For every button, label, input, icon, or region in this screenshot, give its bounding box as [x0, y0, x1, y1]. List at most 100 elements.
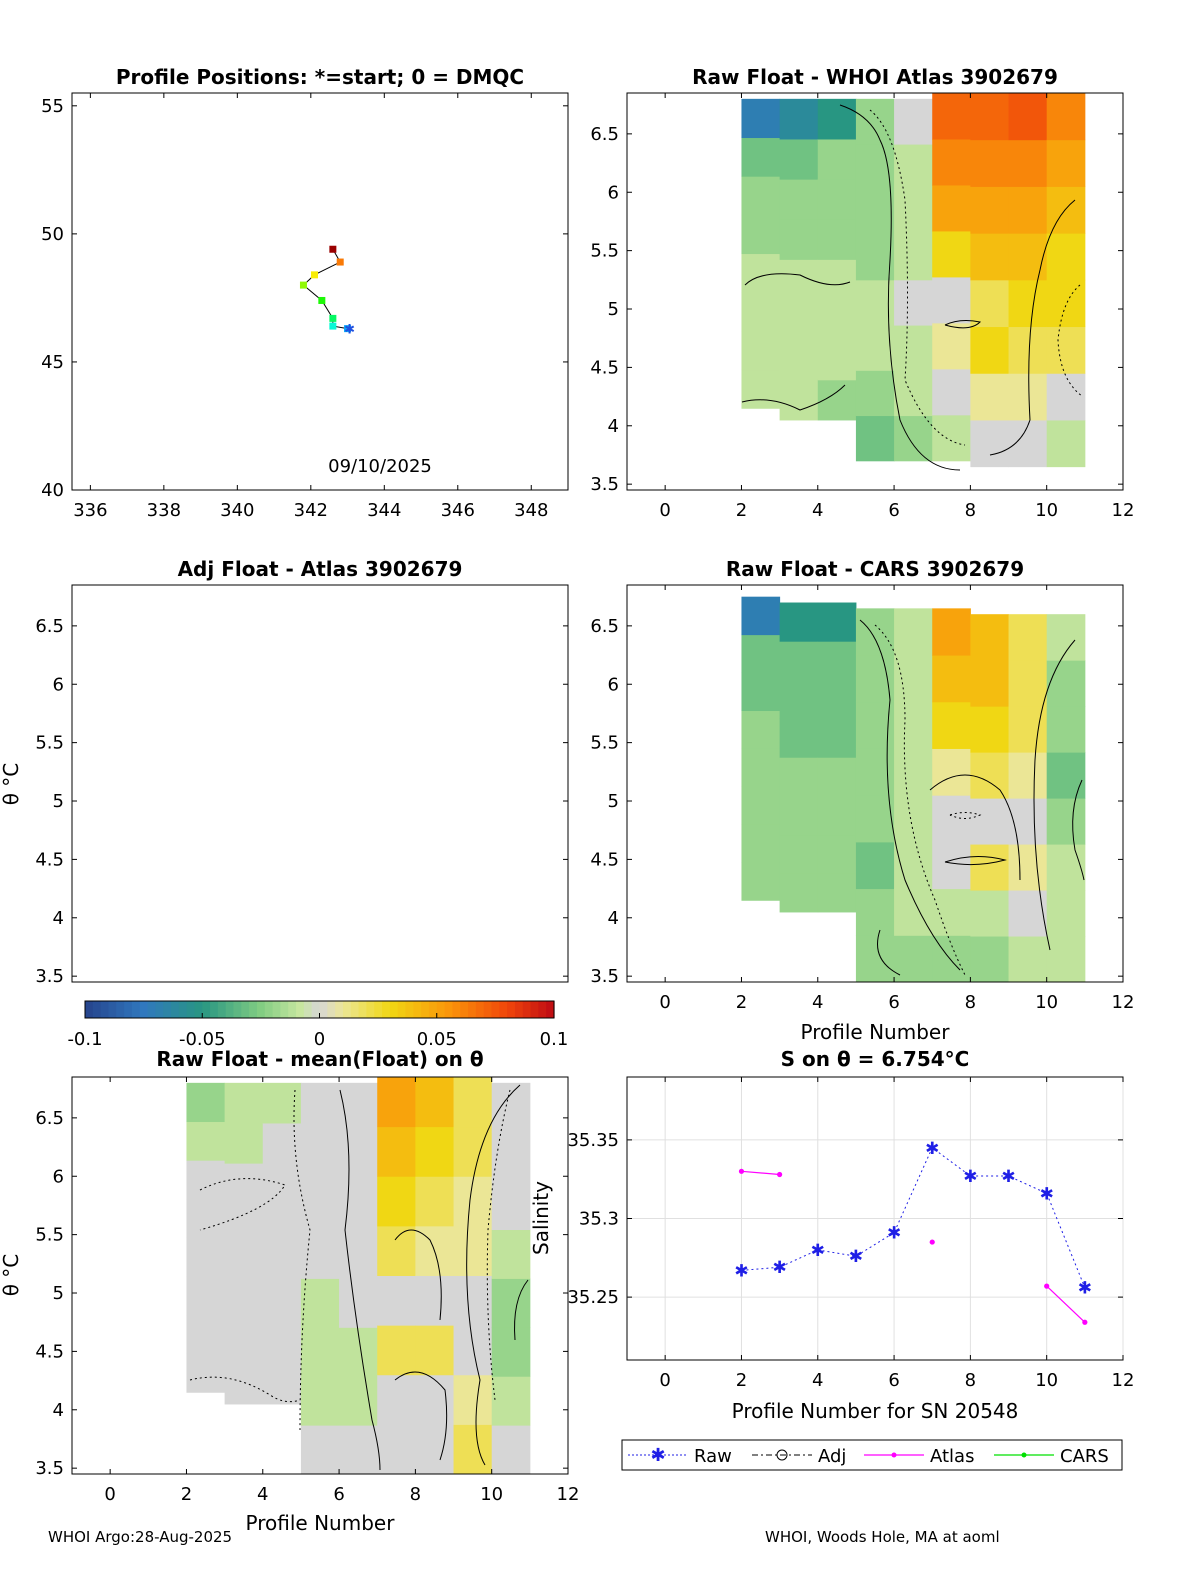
raw-atlas-cell [779, 259, 819, 301]
colorbar-tick-label: 0.05 [417, 1029, 457, 1050]
raw-atlas-cell [817, 219, 857, 260]
raw-atlas-ytick-label: 5 [608, 299, 619, 320]
raw-cars-cell [855, 655, 895, 703]
raw-mean-cell [300, 1376, 340, 1426]
raw-atlas-cell [741, 292, 781, 332]
raw-cars-cell [1046, 706, 1086, 753]
positions-xtick-label: 344 [367, 500, 401, 521]
colorbar-cell [358, 1001, 367, 1018]
raw-cars-xtick-label: 2 [736, 992, 747, 1013]
raw-atlas-cell [894, 325, 933, 371]
positions-xtick-label: 340 [220, 500, 254, 521]
raw-atlas-cell [932, 368, 971, 416]
raw-cars-cell [817, 873, 857, 913]
raw-cars-cell [1008, 798, 1048, 845]
raw-mean-cell [262, 1122, 302, 1164]
colorbar-cell [100, 1001, 110, 1018]
colorbar-cell [421, 1001, 430, 1018]
raw-atlas-cell [1008, 93, 1048, 141]
raw-atlas-xtick-label: 8 [965, 500, 976, 521]
raw-mean-cell [491, 1180, 531, 1231]
colorbar-cell [178, 1001, 188, 1018]
raw-cars-cell [779, 873, 819, 913]
raw-atlas-cell [932, 184, 971, 232]
raw-atlas-cell [779, 138, 819, 180]
salinity-ytick-label: 35.25 [567, 1287, 619, 1308]
raw-cars-xtick-label: 4 [812, 992, 823, 1013]
raw-atlas-cell [855, 370, 895, 417]
raw-atlas-cell [779, 179, 819, 220]
raw-cars-cell [855, 608, 895, 656]
colorbar-cell [131, 1001, 141, 1018]
positions-xtick-label: 348 [514, 500, 548, 521]
raw-cars-cell [741, 862, 781, 901]
raw-cars-cell [779, 602, 819, 642]
colorbar-cell [514, 1001, 524, 1018]
track-point [344, 325, 352, 333]
raw-cars-cell [932, 748, 971, 796]
contour-line [949, 812, 982, 819]
raw-mean-cell [300, 1425, 340, 1475]
raw-atlas-ytick-label: 6.5 [590, 124, 619, 145]
colorbar-cell [225, 1001, 235, 1018]
raw-atlas-cell [741, 176, 781, 216]
raw-cars-cell [817, 641, 857, 681]
contour-line [944, 320, 982, 329]
salinity-xlabel: Profile Number for SN 20548 [732, 1399, 1019, 1423]
positions-xtick-label: 342 [294, 500, 328, 521]
raw-mean-cell [262, 1243, 302, 1285]
adj-atlas-ytick-label: 3.5 [35, 966, 64, 987]
raw-cars-cell [855, 935, 895, 983]
colorbar-cell [288, 1001, 297, 1018]
atlas-point [1044, 1283, 1050, 1289]
colorbar-cell [249, 1001, 258, 1018]
colorbar-cell [491, 1001, 500, 1018]
raw-atlas-cell [741, 253, 781, 293]
colorbar-cell [280, 1001, 289, 1018]
adj-atlas-ytick-label: 5.5 [35, 733, 64, 754]
raw-cars-cell [970, 706, 1010, 753]
raw-cars-cell [779, 834, 819, 874]
raw-mean-cell [415, 1077, 455, 1128]
track-point [329, 322, 337, 330]
contour-line [514, 1279, 529, 1341]
colorbar-cell [303, 1001, 313, 1018]
contour-line [869, 109, 966, 446]
raw-mean-cell [415, 1325, 455, 1376]
contour-line [744, 273, 851, 286]
raw-atlas-xtick-label: 12 [1112, 500, 1135, 521]
raw-mean-cell [453, 1325, 493, 1376]
raw-atlas-cell [970, 233, 1010, 281]
colorbar-cell [342, 1001, 352, 1018]
colorbar-cell [217, 1001, 227, 1018]
raw-cars-ytick-label: 6.5 [590, 616, 619, 637]
atlas-point [738, 1168, 745, 1174]
raw-cars-cell [894, 935, 933, 983]
raw-mean-cell [453, 1275, 493, 1326]
raw-atlas-cell [894, 189, 933, 236]
raw-mean-cell [377, 1126, 416, 1177]
raw-atlas-ytick-label: 4 [608, 416, 619, 437]
raw-atlas-cell [779, 98, 819, 140]
raw-cars-xtick-label: 12 [1112, 992, 1135, 1013]
raw-mean-ytick-label: 6.5 [35, 1108, 64, 1129]
raw-atlas-cell [817, 138, 857, 180]
raw-cars-xtick-label: 0 [659, 992, 670, 1013]
raw-cars-ytick-label: 3.5 [590, 966, 619, 987]
adj-atlas-ytick-label: 6.5 [35, 616, 64, 637]
contour-line [929, 774, 1021, 881]
raw-cars-cell [779, 641, 819, 681]
colorbar-cell [319, 1001, 328, 1018]
raw-atlas-cell [970, 186, 1010, 234]
colorbar-cell [499, 1001, 508, 1018]
raw-cars-cell [779, 718, 819, 758]
raw-atlas-cell [1046, 93, 1086, 141]
atlas-point [777, 1171, 783, 1178]
raw-cars-cell [1008, 752, 1048, 799]
raw-mean-cell [339, 1082, 378, 1133]
raw-cars-cell [970, 844, 1010, 891]
legend-raw-label: Raw [694, 1446, 732, 1467]
raw-atlas-cell [1046, 373, 1086, 421]
raw-cars-cell [817, 602, 857, 642]
